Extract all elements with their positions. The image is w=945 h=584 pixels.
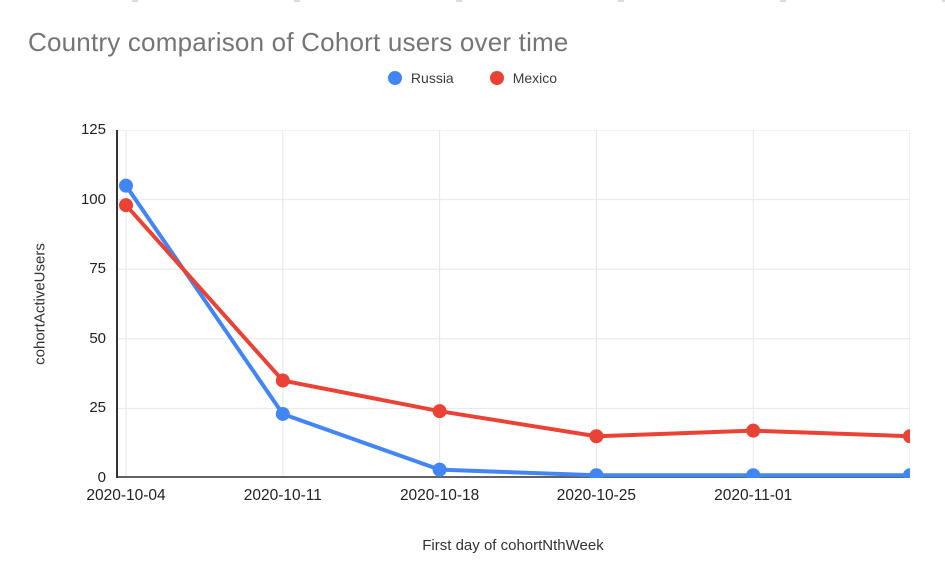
data-point-mexico[interactable] — [119, 198, 133, 213]
y-axis-title: cohortActiveUsers — [31, 243, 49, 365]
data-point-mexico[interactable] — [903, 429, 910, 444]
y-tick-label: 125 — [80, 121, 106, 138]
legend-label: Mexico — [512, 70, 558, 86]
y-tick-label: 75 — [89, 260, 106, 278]
data-point-mexico[interactable] — [432, 404, 447, 419]
data-point-mexico[interactable] — [275, 373, 290, 388]
top-crop-mark — [132, 0, 138, 2]
x-tick-label: 2020-10-04 — [86, 487, 166, 504]
y-tick-label: 0 — [97, 469, 106, 486]
top-crop-mark — [942, 0, 945, 2]
top-crop-mark — [780, 0, 786, 2]
y-tick-label: 25 — [89, 399, 106, 417]
top-crop-mark — [618, 0, 624, 2]
x-tick-label: 2020-10-25 — [556, 487, 637, 504]
x-tick-label: 2020-11-01 — [714, 487, 793, 504]
series-line-mexico — [124, 203, 910, 439]
series-line-russia — [124, 183, 910, 478]
y-tick-label: 50 — [89, 329, 106, 347]
data-point-russia[interactable] — [432, 462, 447, 477]
line-chart — [116, 130, 910, 478]
data-point-russia[interactable] — [589, 468, 604, 478]
x-tick-label: 2020-10-18 — [399, 487, 480, 504]
data-point-russia[interactable] — [746, 468, 761, 478]
top-crop-mark — [456, 0, 462, 2]
y-tick-label: 100 — [80, 190, 106, 208]
legend-item-russia[interactable]: Russia — [387, 70, 454, 86]
chart-legend: Russia Mexico — [0, 70, 945, 86]
legend-dot-icon — [489, 71, 504, 85]
data-point-mexico[interactable] — [589, 429, 604, 444]
top-crop-mark — [294, 0, 300, 2]
data-point-mexico[interactable] — [746, 423, 761, 438]
x-tick-label: 2020-10-11 — [243, 487, 322, 504]
legend-label: Russia — [410, 70, 454, 86]
chart-title: Country comparison of Cohort users over … — [28, 27, 569, 57]
legend-item-mexico[interactable]: Mexico — [489, 70, 558, 86]
x-axis-title: First day of cohortNthWeek — [422, 537, 604, 554]
data-point-russia[interactable] — [275, 406, 290, 421]
data-point-russia[interactable] — [903, 468, 910, 478]
legend-dot-icon — [387, 71, 402, 85]
plot-area — [116, 130, 910, 478]
data-point-russia[interactable] — [119, 178, 133, 193]
